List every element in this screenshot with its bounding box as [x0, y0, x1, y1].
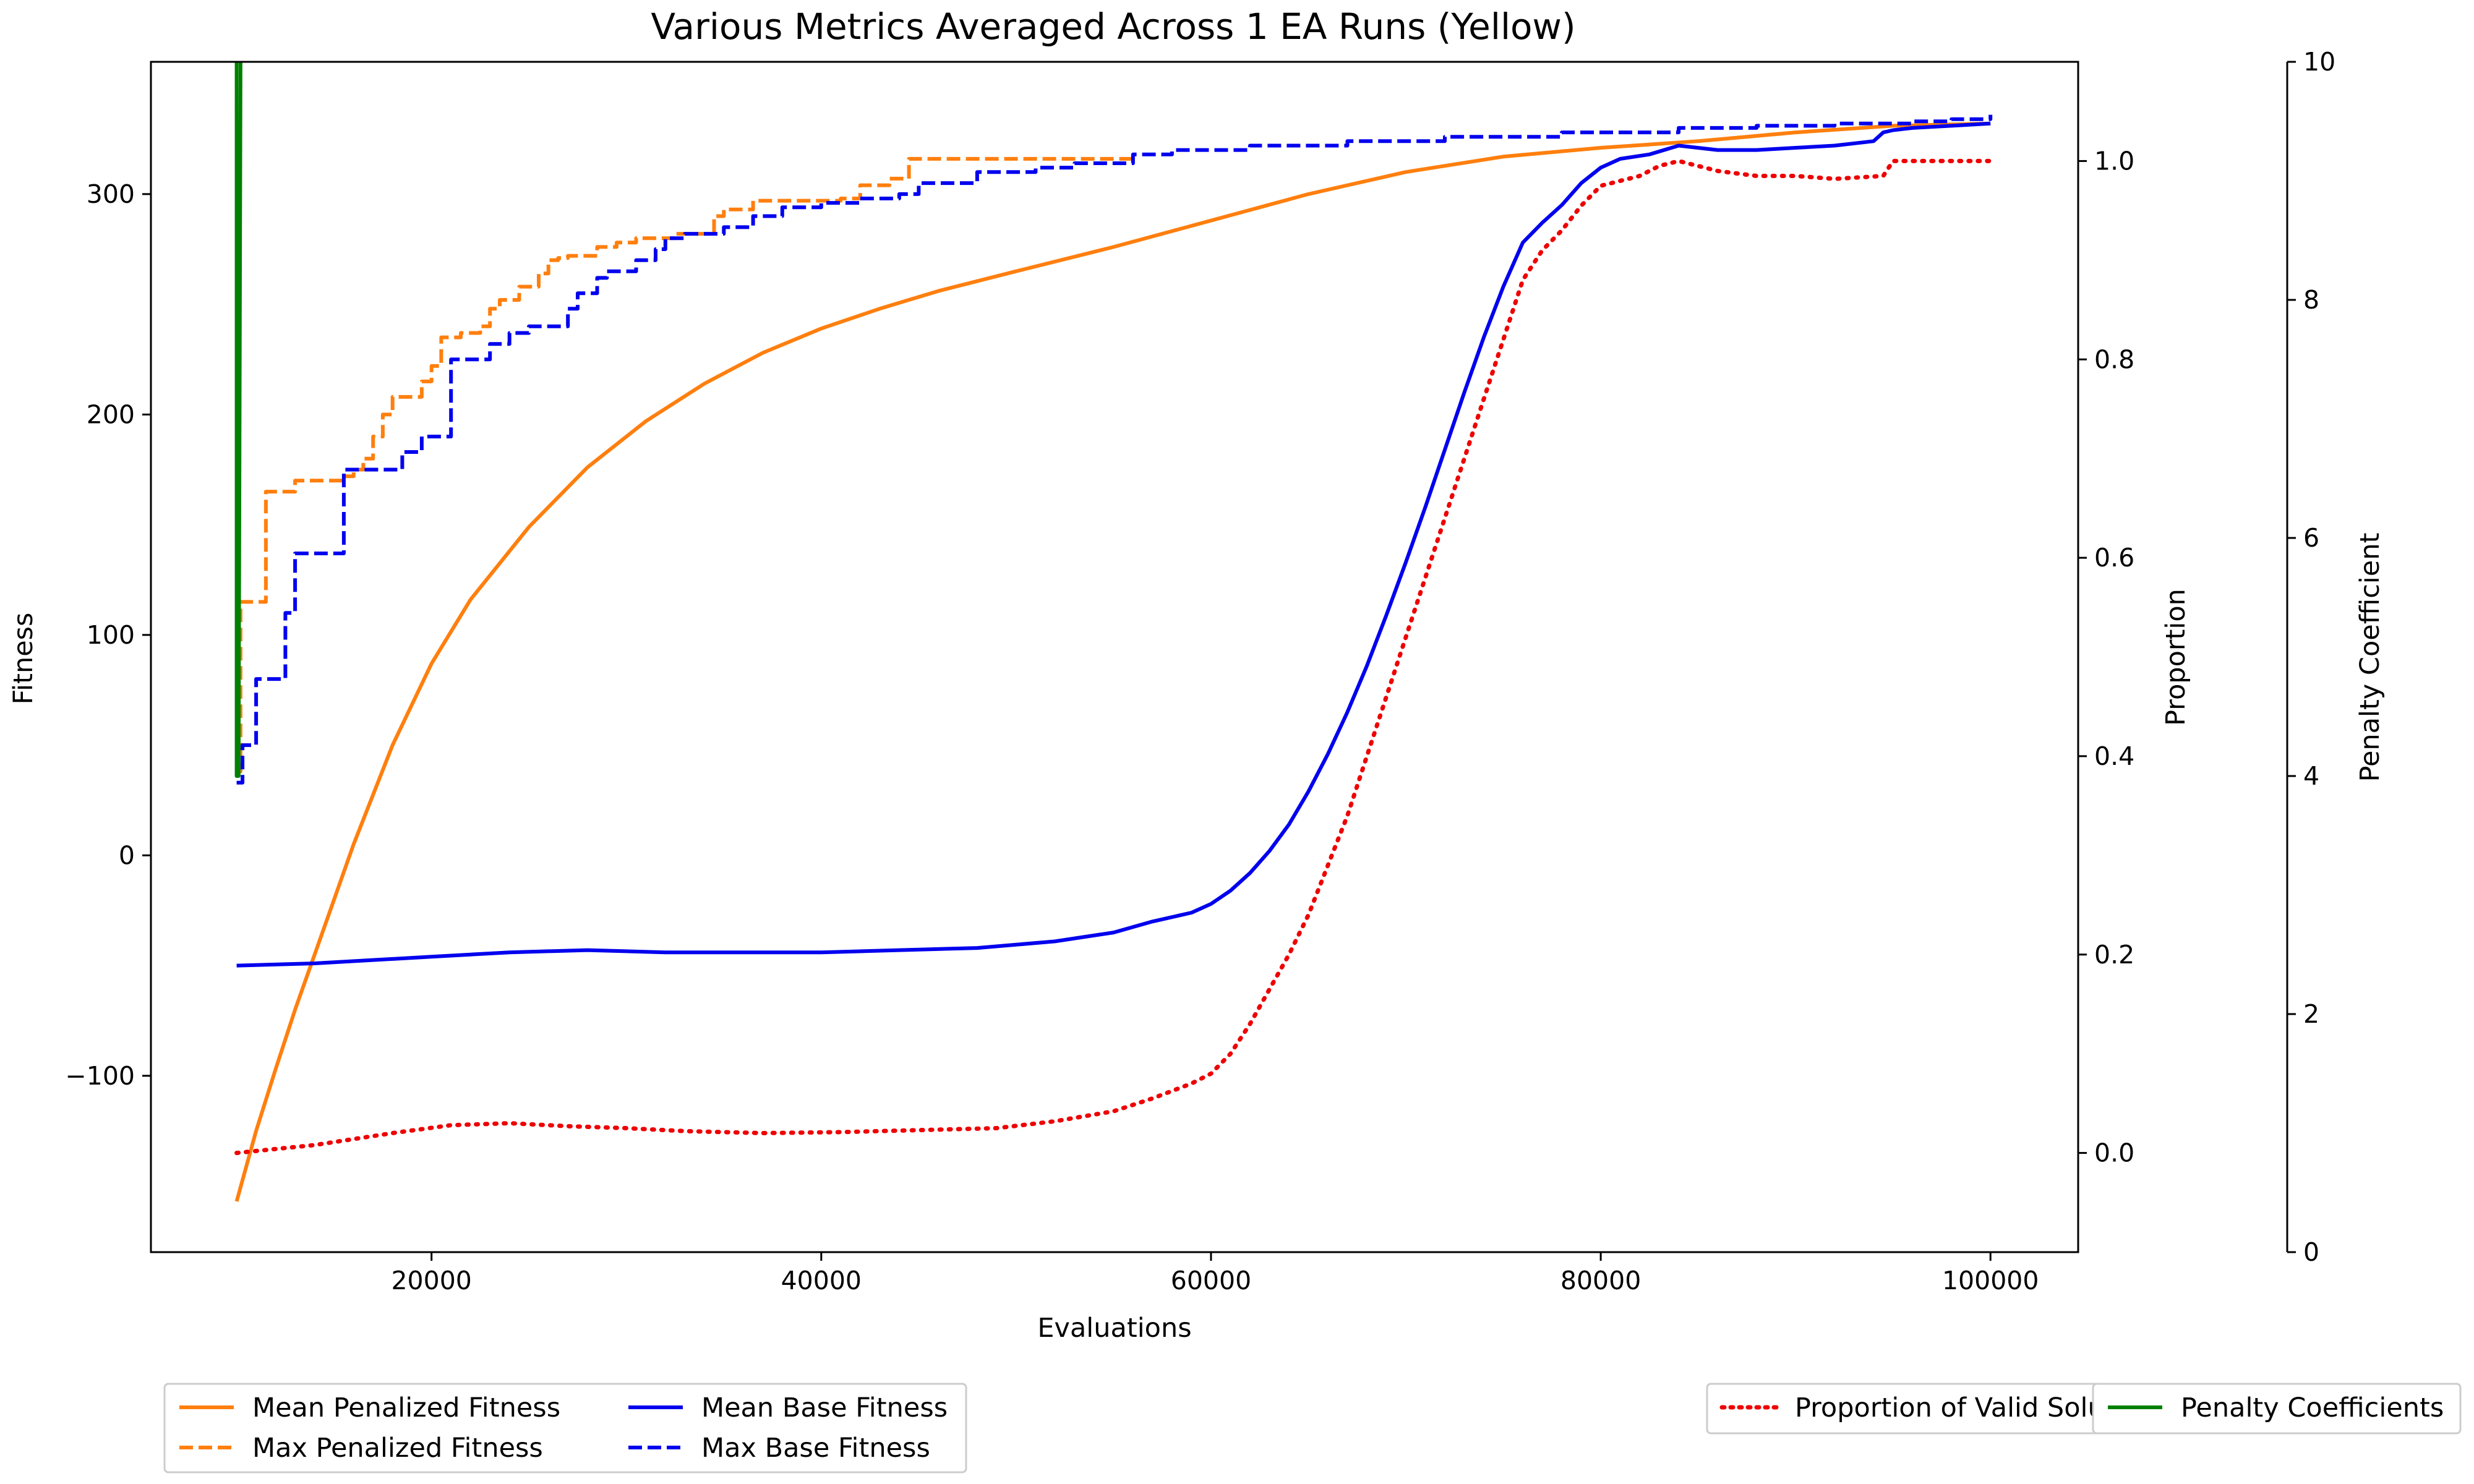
y-axis-label-penalty-coefficient: Penalty Coefficient — [2355, 533, 2386, 782]
y-axis-fitness: −100 0 100 200 300 — [65, 179, 151, 1091]
legend-label-max-penalized: Max Penalized Fitness — [252, 1433, 543, 1464]
chart-title: Various Metrics Averaged Across 1 EA Run… — [651, 6, 1575, 48]
legend-penalty-frame — [2092, 1383, 2462, 1435]
series-line-mean-base-fitness — [236, 121, 1991, 968]
plot-frame — [150, 61, 2079, 1253]
legend-label-mean-penalized: Mean Penalized Fitness — [252, 1392, 560, 1423]
proportion-tick-label: 0.8 — [2094, 344, 2134, 374]
proportion-tick-label: 0.4 — [2094, 741, 2134, 771]
legend-label-max-base: Max Base Fitness — [701, 1433, 930, 1464]
proportion-tick-label: 1.0 — [2094, 146, 2134, 176]
y-axis-penalty-coefficient: 0 2 4 6 8 10 — [2286, 47, 2335, 1267]
legend-left: Mean Penalized Fitness Max Penalized Fit… — [163, 1383, 967, 1473]
proportion-tick-label: 0.0 — [2094, 1138, 2134, 1168]
series-line-max-penalized-fitness — [236, 156, 1135, 774]
series-layer — [234, 62, 1993, 1202]
y-axis-label-proportion: Proportion — [2160, 589, 2191, 726]
x-tick-label: 60000 — [1171, 1266, 1251, 1295]
proportion-tick-label: 0.6 — [2094, 543, 2134, 573]
penalty-tick-label: 10 — [2303, 47, 2335, 77]
legend-penalty: Penalty Coefficients — [2092, 1383, 2462, 1435]
legend-label-mean-base: Mean Base Fitness — [701, 1392, 948, 1423]
penalty-tick-label: 6 — [2303, 523, 2319, 553]
penalty-tick-label: 0 — [2303, 1237, 2319, 1267]
x-axis: 20000 40000 60000 80000 100000 — [391, 1252, 2039, 1295]
series-line-mean-penalized-fitness — [234, 121, 1991, 1202]
x-tick-label: 40000 — [781, 1266, 862, 1295]
series-line-max-base-fitness — [236, 114, 1993, 785]
x-axis-label: Evaluations — [1037, 1313, 1191, 1344]
legend-left-frame — [163, 1383, 967, 1473]
proportion-tick-label: 0.2 — [2094, 940, 2134, 970]
fitness-tick-label: 200 — [87, 399, 135, 429]
penalty-tick-label: 4 — [2303, 761, 2319, 791]
fitness-tick-label: 100 — [87, 620, 135, 650]
series-line-penalty-coefficients — [234, 62, 242, 778]
penalty-tick-label: 8 — [2303, 285, 2319, 315]
y-axis-proportion: 0.0 0.2 0.4 0.6 0.8 1.0 — [2078, 146, 2134, 1168]
series-line-proportion-of-valid-solutions — [234, 158, 1993, 1156]
x-tick-label: 100000 — [1942, 1266, 2039, 1295]
plot-area — [150, 61, 2079, 1253]
x-tick-label: 80000 — [1560, 1266, 1641, 1295]
fitness-tick-label: −100 — [65, 1061, 135, 1091]
fitness-tick-label: 300 — [87, 179, 135, 209]
legend-label-penalty: Penalty Coefficients — [2181, 1392, 2444, 1423]
penalty-tick-label: 2 — [2303, 999, 2319, 1029]
x-tick-label: 20000 — [391, 1266, 471, 1295]
y-axis-label-fitness: Fitness — [8, 613, 39, 705]
fitness-tick-label: 0 — [119, 840, 135, 870]
